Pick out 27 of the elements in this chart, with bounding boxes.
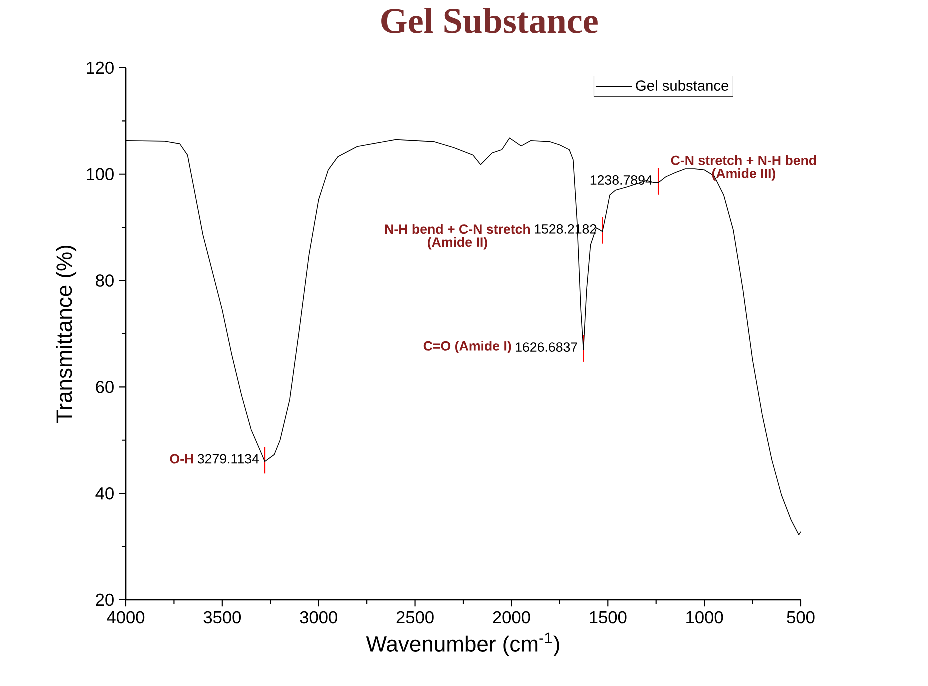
y-tick-label: 100 (87, 168, 114, 181)
x-tick-label: 1500 (590, 611, 627, 624)
y-tick-label: 20 (96, 594, 114, 606)
y-axis-title: Transmittance (%) (56, 246, 77, 423)
x-tick-label: 3000 (300, 611, 338, 624)
y-tick-label: 60 (96, 381, 114, 394)
annotation: 1238.7894 (590, 176, 653, 185)
y-tick-label: 120 (87, 62, 114, 74)
legend-label: Gel substance (636, 80, 729, 92)
annotation: C-N stretch + N-H bend (671, 156, 816, 166)
annotation: O-H (170, 454, 194, 464)
annotation: N-H bend + C-N stretch (385, 224, 530, 234)
chart-title: Gel Substance (382, 8, 598, 34)
annotation: 1626.6837 (516, 342, 578, 352)
x-tick-label: 4000 (107, 611, 145, 624)
annotation: C=O (Amide I) (424, 341, 512, 354)
x-axis-title: Wavenumber (cm$^{-1}$) (366, 632, 560, 656)
x-tick-label: 2500 (396, 611, 434, 624)
annotation: (Amide III) (712, 168, 776, 181)
y-tick-label: 80 (96, 274, 114, 287)
x-tick-label: 1000 (686, 611, 724, 624)
x-tick-label: 3500 (204, 611, 242, 624)
x-tick-label: 2000 (493, 611, 530, 624)
x-tick-label: 500 (787, 611, 815, 624)
y-tick-label: 40 (96, 487, 114, 500)
annotation: (Amide II) (428, 237, 488, 250)
annotation: 3279.1134 (198, 454, 260, 464)
